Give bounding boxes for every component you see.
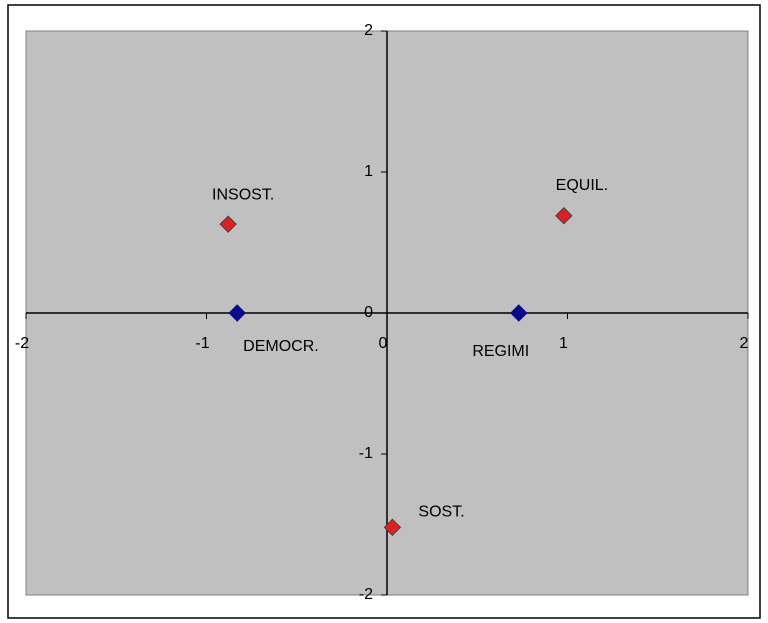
- point: [510, 304, 528, 322]
- y-tick-label: 0: [364, 304, 373, 321]
- point: [228, 304, 246, 322]
- point-label: SOST.: [418, 504, 464, 521]
- point: [219, 215, 237, 233]
- point-label: REGIMI: [472, 343, 529, 360]
- x-tick-label: -2: [15, 335, 29, 352]
- x-tick-label: 0: [379, 335, 388, 352]
- x-tick-label: 1: [559, 335, 568, 352]
- point: [383, 518, 402, 537]
- point: [555, 207, 573, 225]
- point-label: INSOST.: [212, 186, 274, 203]
- point-label: EQUIL.: [556, 177, 608, 194]
- y-tick-label: -1: [359, 445, 373, 462]
- y-tick-label: 1: [364, 163, 373, 180]
- y-tick-label: -2: [359, 586, 373, 603]
- x-tick-label: -1: [195, 335, 209, 352]
- point-label: DEMOCR.: [243, 338, 319, 355]
- y-tick-label: 2: [364, 22, 373, 39]
- x-tick-label: 2: [740, 335, 749, 352]
